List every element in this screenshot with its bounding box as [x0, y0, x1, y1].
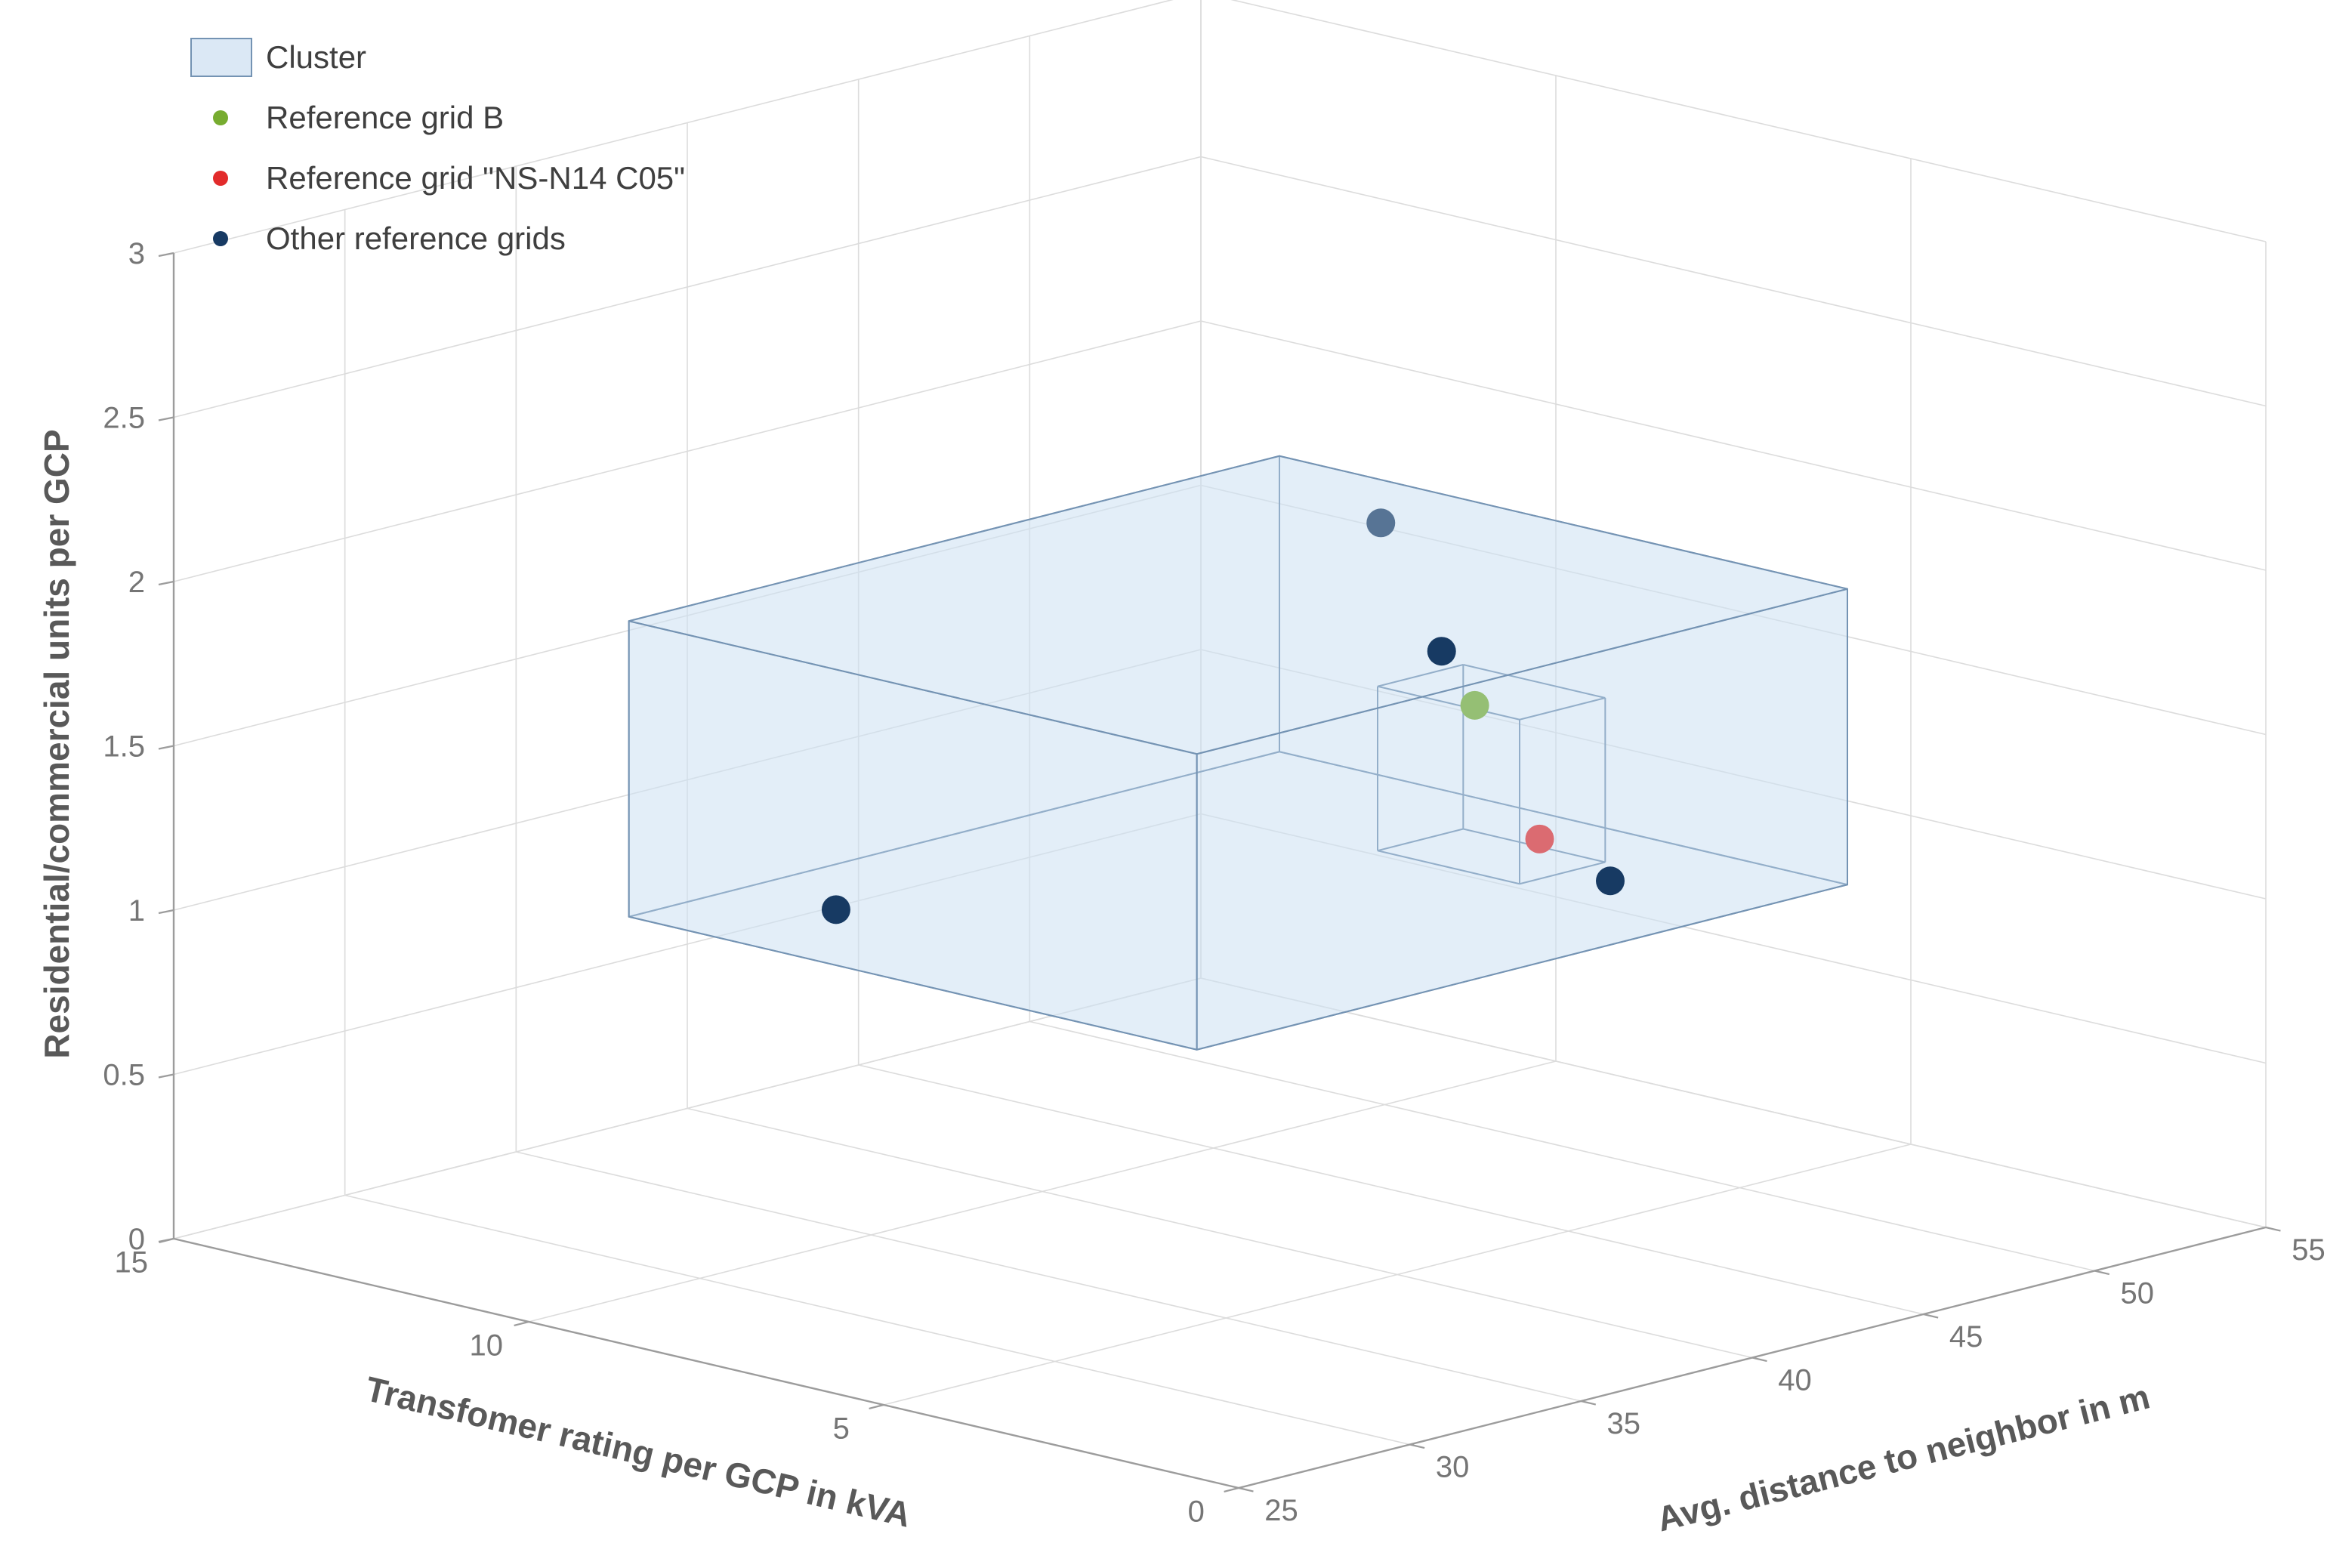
- legend-label-cluster: Cluster: [266, 39, 367, 75]
- z-tick-label: 1.5: [103, 730, 145, 764]
- data-point: [1460, 690, 1489, 720]
- y-tick-label: 35: [1607, 1407, 1641, 1440]
- axes: 0 5 10 15 25 30 35 40 45 50 55 0 0.5 1 1.5 2 2.5 3: [103, 237, 2325, 1528]
- grid-line: [516, 1151, 1582, 1402]
- y-tick-label: 50: [2121, 1277, 2155, 1310]
- z-tick-mark: [158, 416, 174, 421]
- z-tick-mark: [158, 909, 174, 915]
- navy-dot-icon: [213, 231, 228, 246]
- grid-line: [173, 320, 1202, 582]
- y-tick-mark: [1923, 1313, 1939, 1319]
- grid-line: [1200, 320, 2267, 571]
- x-tick-mark: [514, 1320, 529, 1326]
- red-dot-icon: [213, 171, 228, 186]
- x-tick-label: 5: [833, 1412, 850, 1445]
- x-tick-label: 10: [470, 1329, 504, 1362]
- grid-line: [173, 813, 1202, 1076]
- legend-label-reference-grid-b: Reference grid B: [266, 100, 505, 135]
- data-points: [821, 637, 1625, 924]
- cluster-swatch-icon: [190, 38, 252, 77]
- highlight-box-edge: [1377, 685, 1520, 721]
- highlight-box-edge: [1519, 697, 1606, 721]
- z-tick-label: 0: [128, 1223, 145, 1256]
- highlight-box-edge: [1377, 664, 1464, 687]
- z-tick-label: 3: [128, 237, 145, 270]
- z-tick-mark: [158, 745, 174, 750]
- y-tick-mark: [2094, 1270, 2110, 1276]
- y-tick-mark: [1581, 1400, 1597, 1406]
- grid-line: [173, 0, 1174, 254]
- legend-label-other-reference-grids: Other reference grids: [266, 221, 566, 256]
- cluster-face-top: [628, 455, 1848, 755]
- legend-label-reference-grid-ns-n14: Reference grid "NS-N14 C05": [266, 160, 686, 196]
- z-tick-mark: [158, 252, 174, 258]
- grid-line: [173, 649, 1202, 911]
- y-tick-label: 45: [1949, 1320, 1983, 1353]
- highlight-box-edge: [1377, 828, 1464, 852]
- grid-line: [1230, 0, 2267, 242]
- legend-item-other-reference-grids: Other reference grids: [190, 218, 685, 260]
- y-tick-label: 40: [1778, 1364, 1812, 1397]
- y-tick-mark: [1751, 1357, 1767, 1363]
- z-tick-mark: [158, 1237, 174, 1243]
- y-tick-mark: [1238, 1486, 1254, 1492]
- z-tick-mark: [158, 1073, 174, 1079]
- highlight-box-edge: [1519, 861, 1606, 885]
- z-axis-label: Residential/commercial units per GCP: [37, 429, 76, 1059]
- grid-line: [1200, 813, 2267, 1064]
- x-tick-label: 15: [115, 1245, 149, 1279]
- grid-line: [858, 1064, 1924, 1315]
- z-tick-label: 2.5: [103, 402, 145, 435]
- data-point: [1596, 866, 1625, 896]
- highlight-box-edge: [1463, 664, 1606, 699]
- y-tick-mark: [2265, 1226, 2281, 1232]
- y-tick-mark: [1409, 1443, 1425, 1449]
- legend-item-reference-grid-b: Reference grid B: [190, 97, 685, 139]
- grid-line: [1200, 156, 2267, 407]
- grid-line: [173, 156, 1202, 418]
- cluster-box-near-faces: [628, 455, 1848, 1051]
- grid-line: [173, 977, 1202, 1239]
- legend: Cluster Reference grid B Reference grid …: [190, 36, 685, 260]
- y-tick-label: 30: [1436, 1451, 1470, 1484]
- highlight-box-edge: [1377, 850, 1520, 885]
- legend-item-cluster: Cluster: [190, 36, 685, 79]
- inner-elements: [1366, 508, 1606, 885]
- x-axis-line: [173, 1237, 1239, 1489]
- grid-line: [1200, 977, 2267, 1228]
- grid-line: [173, 484, 1202, 747]
- z-tick-label: 1: [128, 894, 145, 928]
- data-point: [821, 895, 850, 924]
- x-tick-mark: [1224, 1486, 1239, 1492]
- grid-line: [687, 1107, 1753, 1359]
- x-tick-mark: [869, 1403, 884, 1409]
- data-point: [1366, 508, 1396, 538]
- legend-item-reference-grid-ns-n14: Reference grid "NS-N14 C05": [190, 157, 685, 199]
- grid-line: [344, 1194, 1410, 1446]
- x-tick-label: 0: [1188, 1495, 1205, 1528]
- data-point: [1427, 637, 1456, 666]
- z-tick-mark: [158, 580, 174, 586]
- y-tick-label: 25: [1264, 1494, 1298, 1527]
- z-tick-label: 0.5: [103, 1059, 145, 1092]
- data-point: [1525, 824, 1554, 853]
- y-tick-label: 55: [2292, 1233, 2325, 1267]
- grid-line: [1029, 1020, 2095, 1272]
- green-dot-icon: [213, 110, 228, 125]
- z-tick-label: 2: [128, 566, 145, 599]
